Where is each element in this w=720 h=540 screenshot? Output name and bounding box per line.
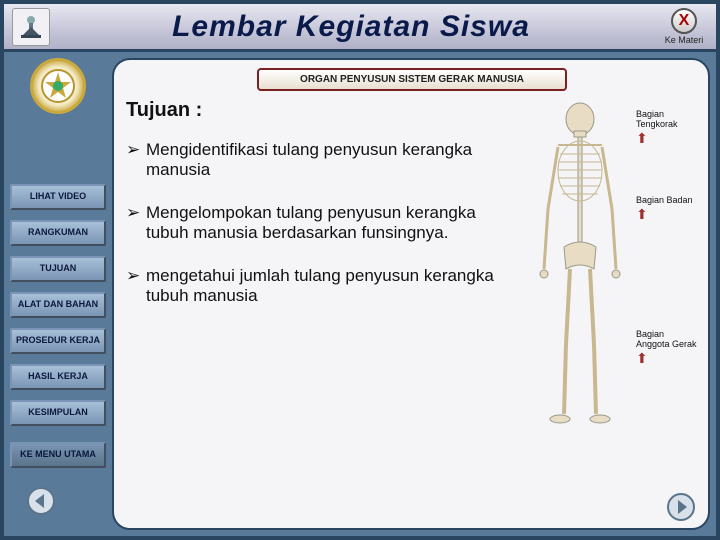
objective-text: mengetahui jumlah tulang penyusun kerang… xyxy=(146,266,516,307)
content-panel: ORGAN PENYUSUN SISTEM GERAK MANUSIA Tuju… xyxy=(112,58,710,530)
close-area: X Ke Materi xyxy=(652,8,716,45)
label-limb: Bagian Anggota Gerak xyxy=(636,329,698,349)
logo-badge xyxy=(30,58,86,114)
objective-text: Mengidentifikasi tulang penyusun kerangk… xyxy=(146,140,516,181)
header-bar: Lembar Kegiatan Siswa X Ke Materi xyxy=(4,4,716,52)
app-icon xyxy=(12,8,50,46)
nav-menu-utama[interactable]: KE MENU UTAMA xyxy=(10,442,106,468)
text-column: Tujuan : ➢ Mengidentifikasi tulang penyu… xyxy=(126,99,524,429)
objective-text: Mengelompokan tulang penyusun kerangka t… xyxy=(146,203,516,244)
nav-rangkuman[interactable]: RANGKUMAN xyxy=(10,220,106,246)
label-body: Bagian Badan xyxy=(636,195,698,205)
close-sublabel: Ke Materi xyxy=(652,35,716,45)
bullet-icon: ➢ xyxy=(126,140,146,181)
body-area: LIHAT VIDEO RANGKUMAN TUJUAN ALAT DAN BA… xyxy=(4,52,716,536)
arrow-up-icon: ⬆ xyxy=(636,133,698,143)
main-row: Tujuan : ➢ Mengidentifikasi tulang penyu… xyxy=(126,99,698,429)
nav-alat-dan-bahan[interactable]: ALAT DAN BAHAN xyxy=(10,292,106,318)
arrow-up-icon: ⬆ xyxy=(636,209,698,219)
header-title: Lembar Kegiatan Siswa xyxy=(50,10,652,44)
back-arrow-icon[interactable] xyxy=(26,486,56,516)
skeleton-figure xyxy=(524,99,636,429)
figure-column: Bagian Tengkorak ⬆ Bagian Badan ⬆ Bagian… xyxy=(524,99,698,429)
close-button[interactable]: X xyxy=(671,8,697,34)
sidebar: LIHAT VIDEO RANGKUMAN TUJUAN ALAT DAN BA… xyxy=(4,52,112,536)
nav-kesimpulan[interactable]: KESIMPULAN xyxy=(10,400,106,426)
arrow-up-icon: ⬆ xyxy=(636,353,698,363)
section-banner: ORGAN PENYUSUN SISTEM GERAK MANUSIA xyxy=(257,68,567,91)
next-arrow-icon[interactable] xyxy=(666,492,696,522)
objective-2: ➢ Mengelompokan tulang penyusun kerangka… xyxy=(126,203,516,244)
bullet-icon: ➢ xyxy=(126,203,146,244)
tujuan-title: Tujuan : xyxy=(126,99,516,122)
objective-1: ➢ Mengidentifikasi tulang penyusun keran… xyxy=(126,140,516,181)
nav-prosedur-kerja[interactable]: PROSEDUR KERJA xyxy=(10,328,106,354)
label-skull: Bagian Tengkorak xyxy=(636,109,698,129)
bullet-icon: ➢ xyxy=(126,266,146,307)
nav-tujuan[interactable]: TUJUAN xyxy=(10,256,106,282)
nav-lihat-video[interactable]: LIHAT VIDEO xyxy=(10,184,106,210)
label-column: Bagian Tengkorak ⬆ Bagian Badan ⬆ Bagian… xyxy=(636,99,698,429)
nav-hasil-kerja[interactable]: HASIL KERJA xyxy=(10,364,106,390)
objective-3: ➢ mengetahui jumlah tulang penyusun kera… xyxy=(126,266,516,307)
app-frame: Lembar Kegiatan Siswa X Ke Materi LIHAT … xyxy=(0,0,720,540)
